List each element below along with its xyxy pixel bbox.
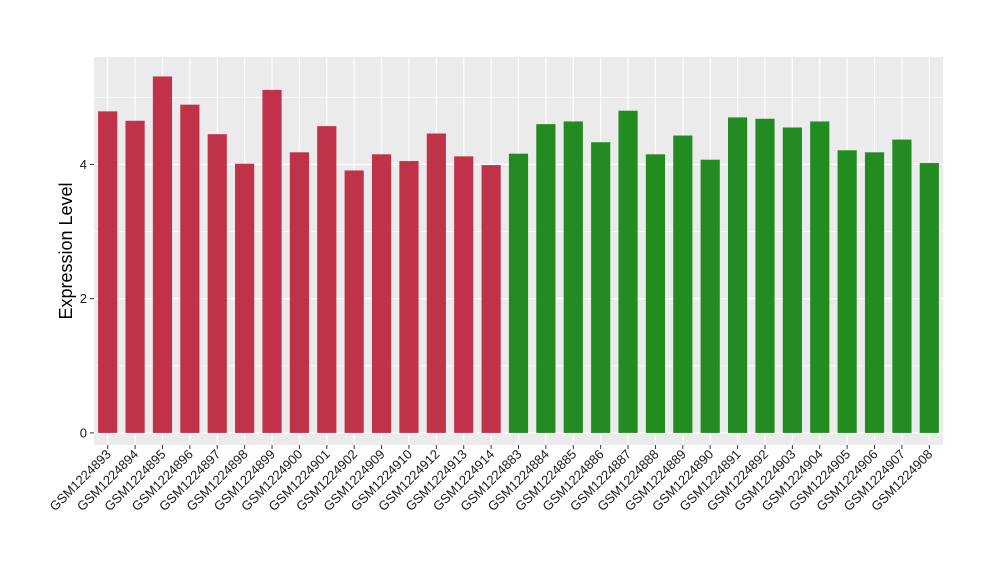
bar-GSM1224913 [454,156,474,433]
bar-GSM1224904 [810,121,830,433]
bar-GSM1224912 [426,133,446,433]
y-axis-title: Expression Level [56,182,76,319]
bar-GSM1224890 [700,159,720,433]
bar-GSM1224888 [645,154,666,433]
bar-GSM1224891 [728,117,748,433]
bar-GSM1224902 [344,170,364,433]
bar-GSM1224905 [837,150,857,433]
bar-GSM1224914 [481,165,501,433]
bar-GSM1224889 [673,135,693,433]
bar-GSM1224884 [536,124,556,433]
bar-GSM1224908 [919,163,939,433]
bar-GSM1224910 [399,161,419,433]
bar-GSM1224893 [98,111,118,433]
bar-GSM1224895 [152,76,173,433]
bar-GSM1224903 [782,127,802,433]
bar-GSM1224897 [207,134,227,433]
y-tick-label: 2 [80,291,87,306]
bars [98,76,939,433]
bar-GSM1224907 [892,139,912,433]
bar-GSM1224894 [125,120,145,433]
bar-GSM1224898 [235,163,255,433]
bar-GSM1224909 [371,154,392,433]
bar-GSM1224883 [508,153,529,433]
bar-GSM1224900 [289,152,309,433]
y-tick-label: 4 [80,157,87,172]
y-tick-label: 0 [80,425,87,440]
bar-GSM1224896 [180,104,200,433]
bar-GSM1224906 [864,152,885,433]
bar-GSM1224885 [563,121,583,433]
y-axis: 0 2 4 [80,157,94,440]
bar-GSM1224892 [755,118,775,433]
bar-GSM1224886 [591,142,611,433]
bar-GSM1224901 [317,126,337,433]
x-axis: GSM1224893GSM1224894GSM1224895GSM1224896… [46,445,935,514]
bar-GSM1224899 [262,89,282,433]
bar-GSM1224887 [618,110,638,433]
